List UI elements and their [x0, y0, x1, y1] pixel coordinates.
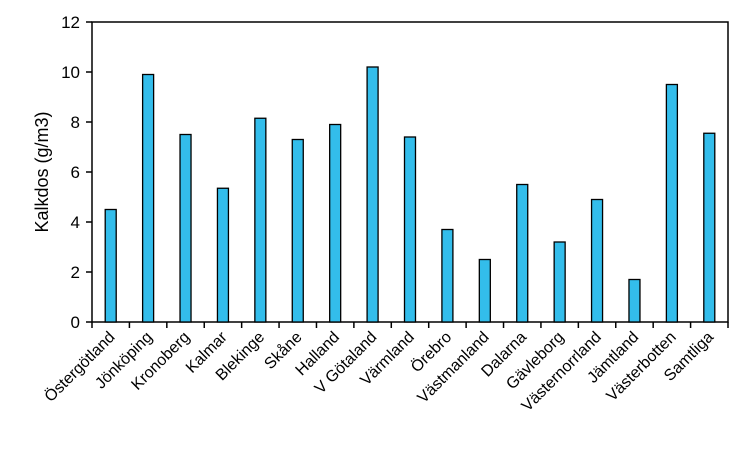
- bar: [703, 132, 716, 323]
- bar: [553, 241, 566, 323]
- bar: [403, 136, 417, 323]
- bar: [329, 123, 342, 323]
- bar: [478, 258, 491, 323]
- y-tick-label: 2: [71, 263, 80, 282]
- bar: [665, 83, 679, 323]
- bar: [104, 208, 117, 323]
- y-tick-label: 10: [61, 63, 80, 82]
- y-tick-label: 8: [71, 113, 80, 132]
- bar: [179, 133, 192, 323]
- bar: [216, 187, 230, 323]
- y-tick-label: 6: [71, 163, 80, 182]
- bar: [141, 73, 155, 323]
- y-tick-label: 12: [61, 13, 80, 32]
- bar: [366, 66, 379, 323]
- bar: [628, 278, 641, 323]
- bar: [590, 198, 604, 323]
- y-tick-label: 4: [71, 213, 80, 232]
- bar: [291, 138, 304, 323]
- bar: [516, 183, 529, 323]
- bar: [254, 117, 267, 323]
- y-axis-title: Kalkdos (g/m3): [32, 111, 52, 232]
- y-tick-label: 0: [71, 313, 80, 332]
- bar: [441, 228, 454, 323]
